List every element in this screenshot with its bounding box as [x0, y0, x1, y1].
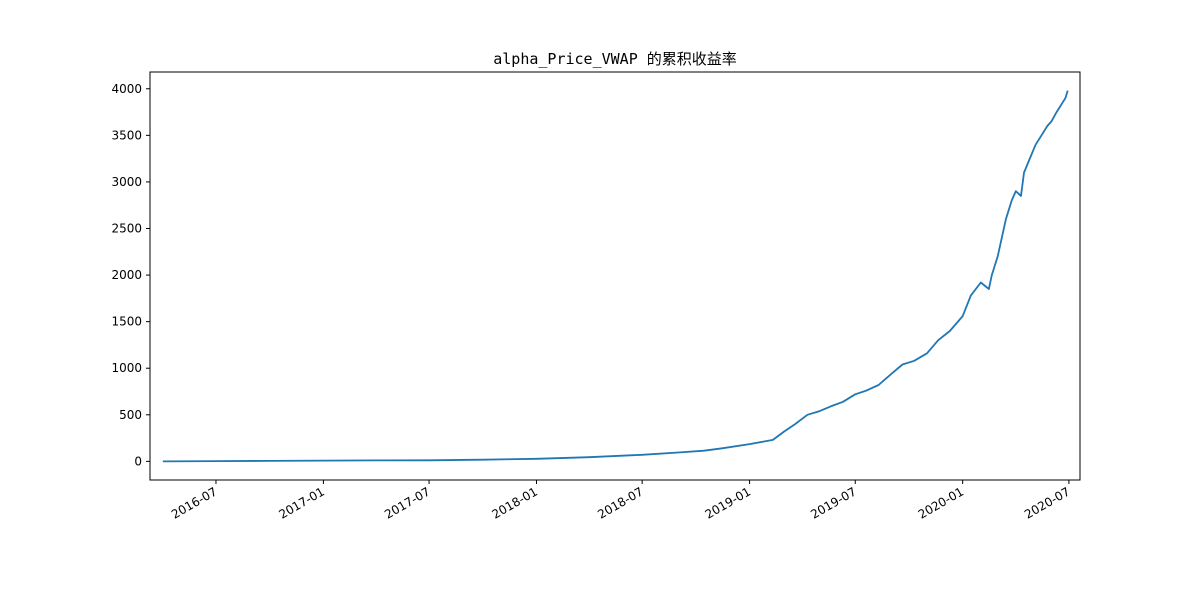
y-tick-label: 500	[119, 408, 142, 422]
chart-title: alpha_Price_VWAP 的累积收益率	[493, 50, 737, 68]
y-tick-label: 4000	[111, 82, 142, 96]
y-tick-label: 3000	[111, 175, 142, 189]
plot-area	[162, 90, 1069, 463]
y-axis: 0 500 1000 1500 2000 2500 3000 3500 4000	[111, 82, 150, 468]
y-tick-label: 0	[134, 454, 142, 468]
y-tick-label: 1000	[111, 361, 142, 375]
y-tick-label: 2000	[111, 268, 142, 282]
y-tick-label: 3500	[111, 128, 142, 142]
y-tick-label: 2500	[111, 221, 142, 235]
axes-frame	[149, 71, 1081, 481]
y-tick-label: 1500	[111, 315, 142, 329]
series-line	[162, 90, 1069, 463]
